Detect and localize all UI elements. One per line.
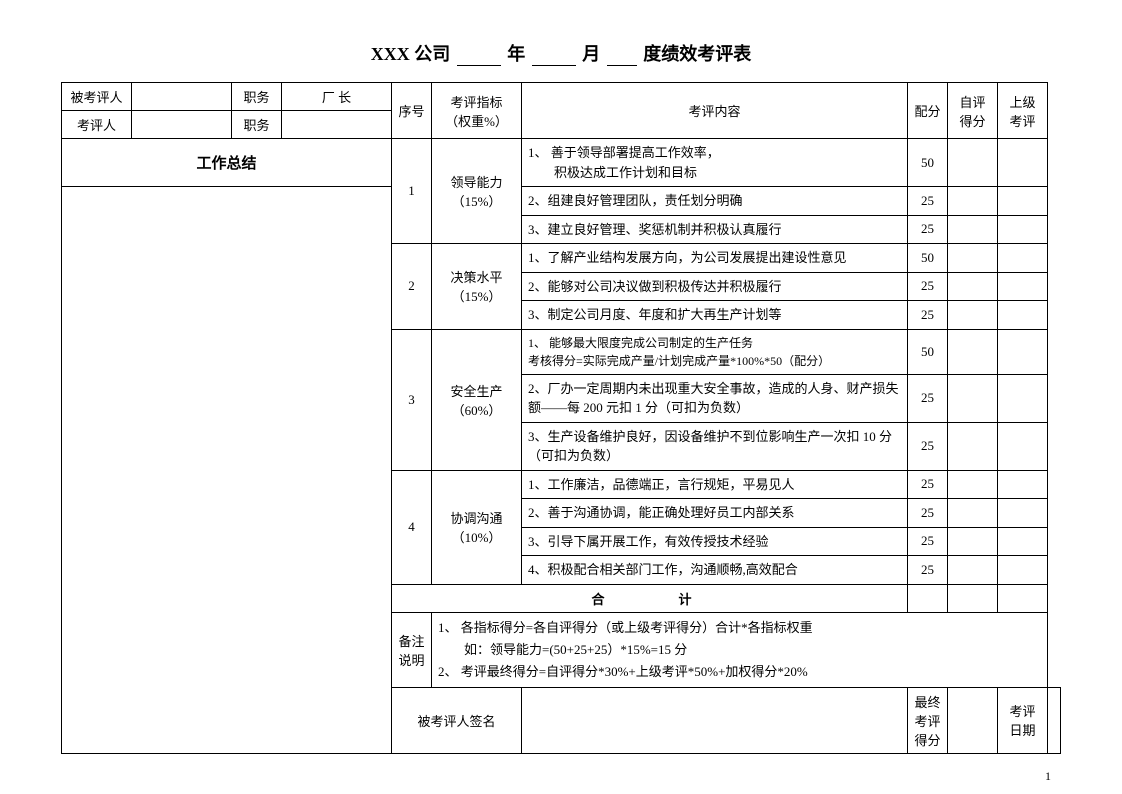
g3-no: 3 (392, 329, 432, 470)
g1-r1: 1、 善于领导部署提高工作效率， 积极达成工作计划和目标 (522, 139, 908, 187)
g1-name: 领导能力（15%） (432, 139, 522, 244)
col-metric: 考评指标（权重%） (432, 83, 522, 139)
col-content: 考评内容 (522, 83, 908, 139)
g3-r2: 2、厂办一定周期内未出现重大安全事故，造成的人身、财产损失额——每 200 元扣… (522, 374, 908, 422)
remark-label: 备注说明 (392, 612, 432, 687)
g4-no: 4 (392, 470, 432, 584)
col-seq: 序号 (392, 83, 432, 139)
value-position1: 厂 长 (282, 83, 392, 111)
g4-r4: 4、积极配合相关部门工作，沟通顺畅,高效配合 (522, 556, 908, 585)
blank-month (532, 46, 576, 66)
sign-a-val (522, 687, 908, 753)
label-evaluee: 被考评人 (62, 83, 132, 111)
g1-r3: 3、建立良好管理、奖惩机制并积极认真履行 (522, 215, 908, 244)
g4-r1: 1、工作廉洁，品德端正，言行规矩，平易见人 (522, 470, 908, 499)
blank-period (607, 46, 637, 66)
g4-s3: 25 (908, 527, 948, 556)
page-title: XXX 公司 年 月 度绩效考评表 (61, 40, 1061, 66)
g4-name: 协调沟通（10%） (432, 470, 522, 584)
g4-s4: 25 (908, 556, 948, 585)
g4-s2: 25 (908, 499, 948, 528)
label-evaluator: 考评人 (62, 111, 132, 139)
g3-s3: 25 (908, 422, 948, 470)
g1-sup1 (998, 139, 1048, 187)
g2-r2: 2、能够对公司决议做到积极传达并积极履行 (522, 272, 908, 301)
g3-name: 安全生产（60%） (432, 329, 522, 470)
remark-text: 1、 各指标得分=各自评得分（或上级考评得分）合计*各指标权重 如：领导能力=(… (432, 612, 1048, 687)
g4-r2: 2、善于沟通协调，能正确处理好员工内部关系 (522, 499, 908, 528)
page-number: 1 (1045, 769, 1051, 784)
label-position2: 职务 (232, 111, 282, 139)
g1-s1: 50 (908, 139, 948, 187)
company-name: XXX 公司 (371, 44, 451, 64)
g2-s1: 50 (908, 244, 948, 273)
evaluation-table: 被考评人 职务 厂 长 序号 考评指标（权重%） 考评内容 配分 自评得分 上级… (61, 82, 1061, 754)
summary-body (62, 187, 392, 754)
g2-r3: 3、制定公司月度、年度和扩大再生产计划等 (522, 301, 908, 330)
blank-year (457, 46, 501, 66)
sign-c-label: 考评日期 (998, 687, 1048, 753)
value-evaluee (132, 83, 232, 111)
sign-a-label: 被考评人签名 (392, 687, 522, 753)
g2-no: 2 (392, 244, 432, 330)
label-position1: 职务 (232, 83, 282, 111)
g1-s2: 25 (908, 187, 948, 216)
col-self: 自评得分 (948, 83, 998, 139)
sign-c-val (1048, 687, 1061, 753)
col-super: 上级考评 (998, 83, 1048, 139)
g4-s1: 25 (908, 470, 948, 499)
col-score: 配分 (908, 83, 948, 139)
g1-r2: 2、组建良好管理团队，责任划分明确 (522, 187, 908, 216)
g1-no: 1 (392, 139, 432, 244)
g3-s1: 50 (908, 329, 948, 374)
sign-b-val (948, 687, 998, 753)
g2-s3: 25 (908, 301, 948, 330)
g1-self1 (948, 139, 998, 187)
value-evaluator (132, 111, 232, 139)
g2-s2: 25 (908, 272, 948, 301)
sign-b-label: 最终考评得分 (908, 687, 948, 753)
g1-s3: 25 (908, 215, 948, 244)
total-label: 合 计 (392, 584, 908, 612)
value-position2 (282, 111, 392, 139)
summary-header: 工作总结 (62, 139, 392, 187)
g4-r3: 3、引导下属开展工作，有效传授技术经验 (522, 527, 908, 556)
g3-s2: 25 (908, 374, 948, 422)
g2-name: 决策水平（15%） (432, 244, 522, 330)
g2-r1: 1、了解产业结构发展方向，为公司发展提出建设性意见 (522, 244, 908, 273)
g3-r1: 1、 能够最大限度完成公司制定的生产任务 考核得分=实际完成产量/计划完成产量*… (522, 329, 908, 374)
g3-r3: 3、生产设备维护良好，因设备维护不到位影响生产一次扣 10 分（可扣为负数） (522, 422, 908, 470)
